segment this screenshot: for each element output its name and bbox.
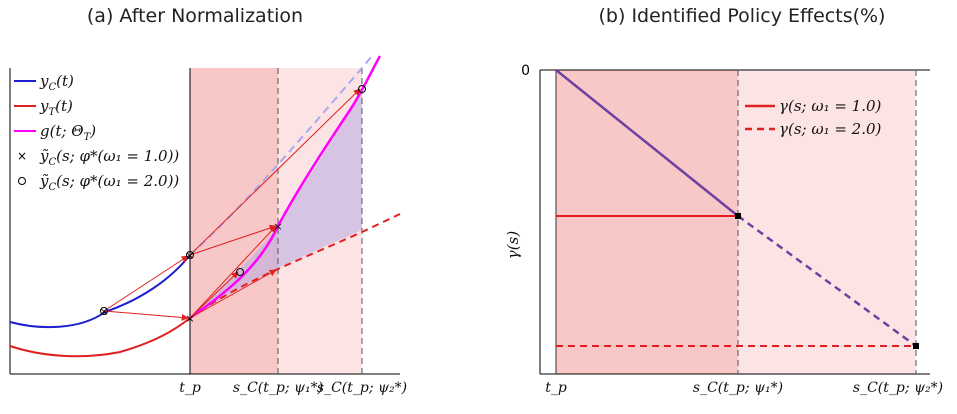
series-yC-counterfactual xyxy=(189,55,373,256)
endpoint-marker xyxy=(913,343,919,349)
purple-dashed xyxy=(737,214,917,348)
legend-b-label-1: γ(s; ω₁ = 2.0) xyxy=(779,120,882,138)
xtick-s2: s_C(t_p; ψ₂*) xyxy=(853,380,943,396)
arrow-6 xyxy=(189,88,361,256)
series-yC xyxy=(9,254,191,329)
shaded-region-1 xyxy=(190,68,278,374)
legend-label-1: yT(t) xyxy=(39,97,73,118)
xtick-s1: s_C(t_p; ψ₁*) xyxy=(233,380,323,396)
legend-marker-cross: × xyxy=(17,149,27,163)
purple-solid xyxy=(555,69,739,217)
legend-label-2: g(t; ΘT) xyxy=(40,122,96,143)
marker-circle xyxy=(100,307,108,315)
marker-cross: × xyxy=(185,312,194,325)
legend-label-3: ỹC(s; φ*(ω₁ = 1.0)) xyxy=(39,147,179,168)
marker-cross: × xyxy=(99,305,108,318)
arrow-2 xyxy=(103,255,189,312)
legend-marker-circle xyxy=(18,177,26,185)
series-g xyxy=(189,55,382,320)
ylabel: γ(s) xyxy=(504,231,522,260)
panel-b: (b) Identified Policy Effects(%) 0 γ(s) … xyxy=(504,5,943,396)
legend-b: γ(s; ω₁ = 1.0) γ(s; ω₁ = 2.0) xyxy=(745,97,882,138)
ytick-zero: 0 xyxy=(521,63,530,79)
shaded-region-2 xyxy=(738,70,916,374)
arrow-5 xyxy=(189,224,277,256)
series-yT xyxy=(9,317,191,358)
shaded-region-1 xyxy=(556,70,738,374)
marker-circle xyxy=(358,85,366,93)
legend-label-0: yC(t) xyxy=(39,72,74,93)
effect-shaded-area xyxy=(190,90,362,318)
markers: × × × × xyxy=(99,85,366,325)
xtick-tp: t_p xyxy=(179,380,201,396)
panel-a: (a) After Normalization × xyxy=(9,5,407,396)
xtick-s1: s_C(t_p; ψ₁*) xyxy=(693,380,783,396)
marker-circle xyxy=(236,268,244,276)
panel-b-title: (b) Identified Policy Effects(%) xyxy=(599,5,886,27)
arrow-3 xyxy=(189,271,239,319)
xtick-s2: s_C(t_p; ψ₂*) xyxy=(317,380,407,396)
legend-b-label-0: γ(s; ω₁ = 1.0) xyxy=(779,97,882,115)
endpoint-marker xyxy=(735,213,741,219)
xtick-tp: t_p xyxy=(545,380,567,396)
arrow-1 xyxy=(103,310,189,321)
panel-a-title: (a) After Normalization xyxy=(87,5,303,27)
marker-cross: × xyxy=(185,249,194,262)
legend-label-4: ỹC(s; φ*(ω₁ = 2.0)) xyxy=(39,172,179,193)
arrow-7 xyxy=(189,269,277,319)
arrow-4 xyxy=(189,225,277,319)
marker-cross: × xyxy=(273,220,282,233)
legend-a: yC(t) yT(t) g(t; ΘT) × ỹC(s; φ*(ω₁ = 1.0… xyxy=(14,72,179,193)
marker-circle xyxy=(186,251,194,259)
